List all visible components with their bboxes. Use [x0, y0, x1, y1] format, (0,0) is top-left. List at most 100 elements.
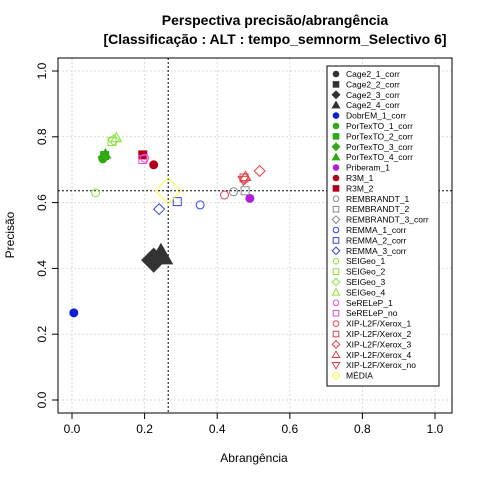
legend-marker — [331, 142, 341, 152]
legend-marker — [332, 226, 340, 234]
data-point — [240, 186, 250, 196]
data-point — [172, 197, 182, 207]
legend-marker — [331, 246, 341, 256]
legend-marker — [331, 350, 341, 359]
x-tick-label: 1.0 — [427, 422, 444, 436]
legend-label: SEIGeo_4 — [346, 287, 385, 297]
x-tick-label: 0.8 — [354, 422, 371, 436]
x-tick-label: 0.6 — [281, 422, 298, 436]
y-tick-label: 0.2 — [35, 326, 49, 343]
legend: Cage2_1_corrCage2_2_corrCage2_3_corrCage… — [326, 65, 440, 387]
legend-label: REMMA_3_corr — [346, 246, 407, 256]
legend-marker — [331, 339, 341, 349]
legend-marker — [332, 174, 340, 182]
legend-label: Priberam_1 — [346, 163, 390, 173]
legend-label: MÉDIA — [346, 371, 373, 381]
data-points — [69, 131, 266, 318]
data-point — [99, 148, 112, 159]
legend-label: Cage2_3_corr — [346, 90, 400, 100]
legend-label: PorTexTO_1_corr — [346, 121, 413, 131]
data-point — [110, 131, 123, 143]
y-tick-label: 0.0 — [35, 391, 49, 408]
legend-marker — [332, 112, 340, 119]
legend-marker — [332, 70, 340, 78]
legend-label: XIP-L2F/Xerox_1 — [346, 319, 411, 329]
legend-label: DobrEM_1_corr — [346, 111, 406, 121]
legend-label: SEIGeo_1 — [346, 256, 385, 266]
plot-frame — [57, 57, 453, 414]
legend-label: PorTexTO_3_corr — [346, 142, 413, 152]
axes: 0.0 0.2 0.4 0.6 0.8 1.0 0.0 0.2 0.4 0.6 0.8 1.0 — [35, 62, 444, 436]
legend-marker — [332, 299, 340, 307]
legend-marker — [331, 287, 341, 296]
legend-label: XIP-L2F/Xerox_no — [346, 360, 416, 370]
legend-marker — [332, 185, 340, 192]
legend-marker — [332, 195, 340, 203]
legend-label: SEIGeo_3 — [346, 277, 385, 287]
data-point — [140, 153, 150, 163]
legend-marker — [331, 215, 341, 225]
data-point — [153, 203, 166, 216]
data-point — [138, 155, 148, 165]
data-point — [107, 133, 120, 147]
legend-label: REMMA_1_corr — [346, 225, 407, 235]
data-point — [229, 187, 239, 197]
x-tick-label: 0.2 — [136, 422, 153, 436]
x-axis-label: Abrangência — [220, 451, 288, 465]
legend-label: SeRELeP_1 — [346, 298, 393, 308]
legend-marker — [332, 122, 340, 130]
data-point — [91, 188, 101, 198]
legend-label: REMBRANDT_2 — [346, 204, 410, 214]
y-tick-label: 0.6 — [35, 194, 49, 211]
legend-label: XIP-L2F/Xerox_4 — [346, 350, 411, 360]
legend-label: Cage2_1_corr — [346, 69, 400, 79]
y-axis-label: Precisão — [3, 211, 17, 258]
legend-marker — [332, 257, 340, 265]
legend-marker — [331, 277, 341, 287]
legend-marker — [331, 152, 341, 161]
legend-label: XIP-L2F/Xerox_2 — [346, 329, 411, 339]
legend-label: R3M_2 — [346, 183, 374, 193]
data-point — [195, 200, 205, 210]
legend-marker — [331, 371, 341, 381]
legend-marker — [332, 133, 340, 140]
legend-marker — [332, 320, 340, 327]
legend-label: SEIGeo_2 — [346, 267, 385, 277]
chart-subtitle: [Classificação : ALT : tempo_semnorm_Sel… — [103, 31, 446, 47]
chart-title: Perspectiva precisão/abrangência — [162, 12, 389, 28]
data-point — [237, 175, 250, 187]
legend-label: PorTexTO_2_corr — [346, 131, 413, 141]
legend-label: Cage2_4_corr — [346, 100, 400, 110]
data-point — [154, 177, 182, 205]
data-point — [253, 164, 266, 178]
x-tick-label: 0.4 — [209, 422, 226, 436]
data-point — [219, 190, 229, 200]
legend-marker — [332, 330, 340, 338]
data-point — [69, 308, 79, 318]
y-tick-label: 1.0 — [35, 62, 49, 79]
legend-marker — [331, 100, 341, 109]
legend-marker — [332, 268, 340, 275]
legend-box — [326, 65, 440, 387]
data-point — [148, 242, 174, 265]
legend-label: SeRELeP_no — [346, 308, 398, 318]
legend-marker — [331, 361, 341, 370]
legend-label: REMBRANDT_1 — [346, 194, 410, 204]
legend-marker — [332, 205, 340, 213]
legend-label: XIP-L2F/Xerox_3 — [346, 339, 411, 349]
legend-label: REMBRANDT_3_corr — [346, 215, 429, 225]
legend-marker — [332, 81, 340, 88]
legend-marker — [332, 237, 340, 244]
legend-label: Cage2_2_corr — [346, 79, 400, 89]
data-point — [245, 193, 255, 203]
legend-marker — [332, 309, 340, 317]
legend-label: PorTexTO_4_corr — [346, 152, 413, 162]
y-tick-label: 0.4 — [35, 260, 49, 277]
legend-marker — [331, 90, 341, 100]
x-tick-label: 0.0 — [64, 422, 81, 436]
legend-label: R3M_1 — [346, 173, 374, 183]
y-tick-label: 0.8 — [35, 128, 49, 145]
legend-marker — [332, 164, 340, 171]
